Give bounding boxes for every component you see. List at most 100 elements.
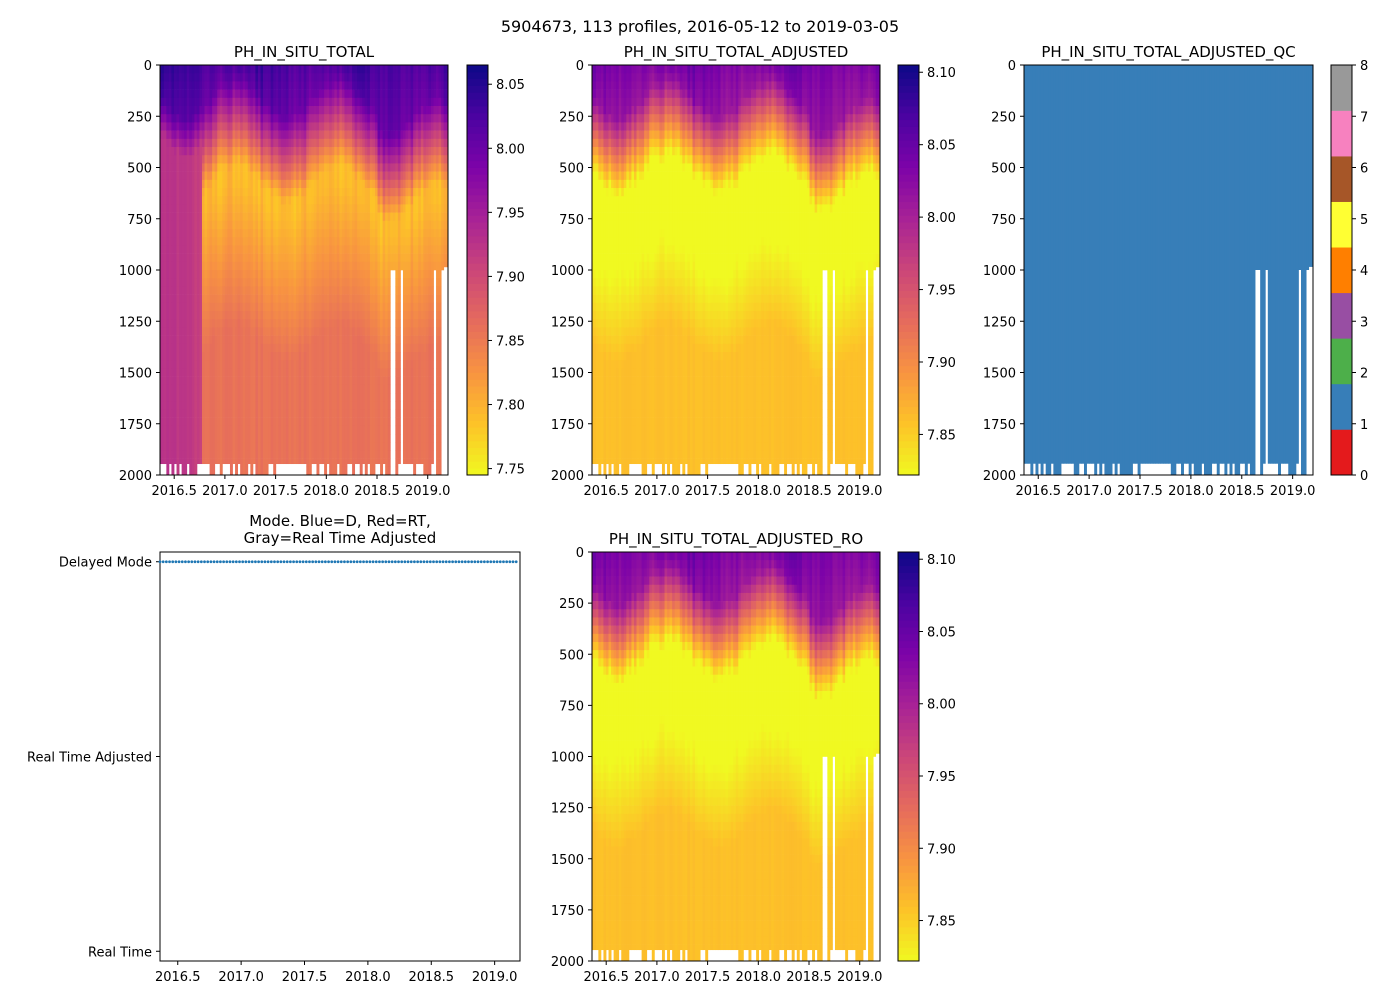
heatmap-cell [229, 97, 233, 107]
heatmap-cell [184, 442, 188, 451]
heatmap-cell [369, 294, 373, 304]
heatmap-cell [201, 278, 205, 287]
heatmap-cell [367, 220, 371, 230]
heatmap-cell [326, 65, 330, 74]
heatmap-cell [369, 368, 373, 377]
heatmap-cell [255, 179, 259, 189]
heatmap-cell [204, 442, 208, 451]
heatmap-cell [324, 450, 328, 459]
heatmap-cell [186, 204, 190, 213]
heatmap-cell [245, 155, 249, 164]
heatmap-cell [191, 122, 195, 131]
heatmap-cell [385, 302, 389, 312]
heatmap-cell [415, 352, 419, 361]
heatmap-cell [194, 434, 198, 443]
heatmap-cell [382, 229, 386, 238]
heatmap-cell [377, 384, 381, 394]
heatmap-cell [316, 212, 320, 222]
heatmap-cell [367, 81, 371, 90]
heatmap-cell [227, 138, 231, 148]
heatmap-cell [247, 302, 251, 312]
heatmap-cell [161, 138, 165, 148]
heatmap-cell [301, 245, 305, 254]
heatmap-cell [372, 212, 376, 222]
heatmap-cell [260, 384, 264, 394]
heatmap-cell [168, 196, 172, 205]
heatmap-cell [255, 130, 259, 140]
heatmap-cell [296, 278, 300, 287]
heatmap-cell [242, 458, 246, 468]
heatmap-cell [296, 81, 300, 90]
heatmap-cell [176, 302, 180, 312]
heatmap-cell [181, 286, 185, 295]
heatmap-cell [336, 294, 340, 304]
heatmap-cell [347, 188, 350, 197]
heatmap-cell [224, 343, 228, 353]
heatmap-cell [191, 229, 195, 238]
heatmap-cell [204, 229, 208, 238]
heatmap-cell [321, 335, 325, 345]
heatmap-cell [214, 319, 218, 328]
heatmap-cell [377, 204, 381, 213]
heatmap-cell [306, 138, 310, 148]
heatmap-cell [362, 442, 366, 451]
heatmap-cell [313, 163, 317, 172]
heatmap-cell [377, 253, 381, 263]
heatmap-cell [301, 163, 305, 172]
heatmap-cell [217, 335, 221, 345]
heatmap-cell [374, 81, 378, 90]
heatmap-cell [163, 122, 167, 131]
heatmap-cell [275, 155, 279, 164]
heatmap-cell [382, 425, 386, 435]
heatmap-cell [336, 196, 340, 205]
heatmap-cell [402, 401, 406, 410]
heatmap-cell [321, 138, 325, 148]
heatmap-cell [319, 106, 322, 115]
heatmap-cell [252, 204, 256, 213]
heatmap-cell [374, 343, 378, 353]
heatmap-cell [313, 97, 317, 107]
heatmap-cell [204, 368, 208, 377]
heatmap-cell [160, 106, 162, 115]
heatmap-cell [415, 237, 419, 246]
heatmap-cell [321, 179, 325, 189]
heatmap-cell [237, 188, 241, 197]
heatmap-cell [357, 368, 361, 377]
heatmap-cell [339, 319, 343, 328]
heatmap-cell [232, 130, 236, 140]
heatmap-cell [397, 212, 401, 222]
heatmap-cell [176, 122, 180, 131]
heatmap-cell [173, 245, 177, 254]
heatmap-cell [415, 114, 419, 123]
heatmap-cell [413, 188, 417, 197]
heatmap-cell [339, 147, 343, 156]
heatmap-cell [171, 245, 175, 254]
heatmap-cell [222, 138, 226, 148]
heatmap-cell [385, 138, 389, 148]
heatmap-cell [329, 81, 333, 90]
heatmap-cell [329, 106, 333, 115]
heatmap-cell [349, 409, 353, 418]
heatmap-cell [199, 294, 203, 304]
heatmap-cell [369, 278, 373, 287]
heatmap-cell [369, 204, 373, 213]
heatmap-cell [415, 335, 419, 345]
heatmap-cell [166, 360, 170, 369]
heatmap-cell [313, 253, 317, 263]
heatmap-cell [204, 147, 208, 156]
heatmap-cell [341, 327, 345, 336]
heatmap-cell [387, 196, 391, 205]
heatmap-cell [347, 147, 350, 156]
heatmap-cell [410, 204, 414, 213]
heatmap-cell [160, 270, 162, 279]
heatmap-cell [179, 434, 183, 443]
heatmap-cell [402, 261, 406, 271]
heatmap-cell [204, 311, 208, 320]
heatmap-cell [344, 106, 348, 115]
heatmap-cell [181, 376, 185, 386]
heatmap-cell [184, 89, 188, 99]
heatmap-cell [311, 458, 315, 465]
heatmap-cell [184, 122, 188, 131]
heatmap-cell [257, 417, 261, 427]
heatmap-cell [354, 335, 358, 345]
